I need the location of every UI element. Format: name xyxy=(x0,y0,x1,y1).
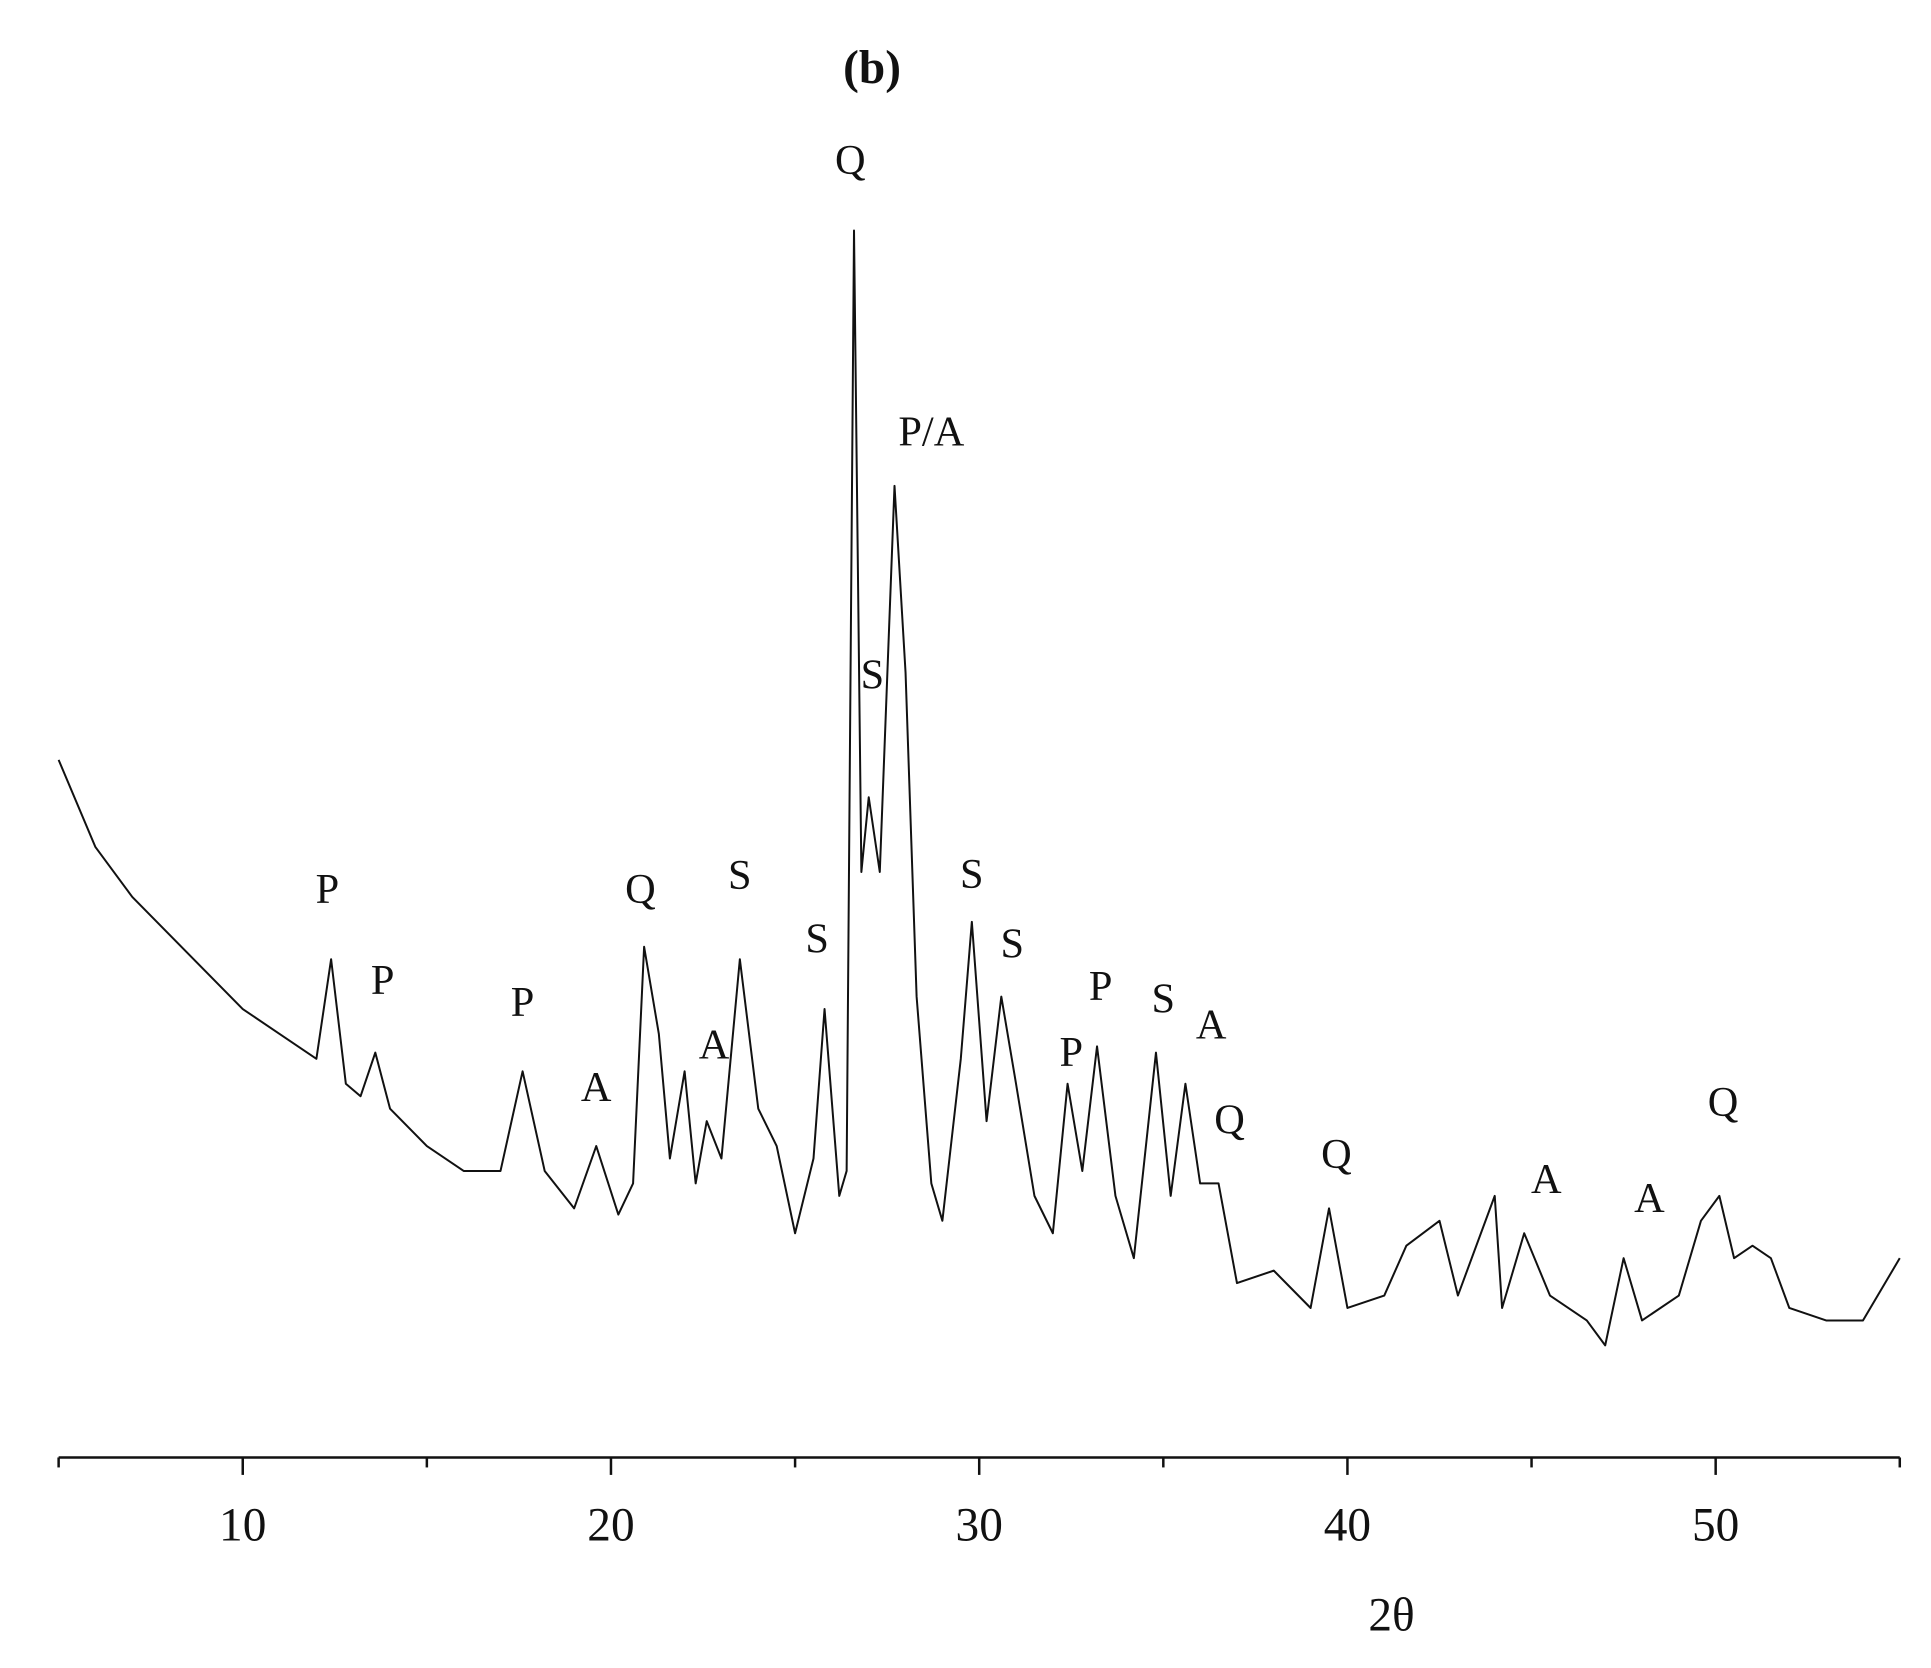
peak-label: Q xyxy=(625,866,656,913)
peak-label: S xyxy=(960,851,984,898)
peak-label: Q xyxy=(1708,1079,1739,1126)
x-tick-label: 20 xyxy=(587,1500,634,1552)
peak-label: A xyxy=(699,1022,730,1069)
peak-label: P xyxy=(511,979,535,1026)
peak-label: A xyxy=(1531,1156,1562,1203)
peak-label: S xyxy=(1001,921,1025,968)
x-tick-label: 40 xyxy=(1324,1500,1371,1552)
peak-label: P xyxy=(316,866,340,913)
x-axis-label: 2θ xyxy=(1368,1589,1414,1641)
x-tick-label: 10 xyxy=(219,1500,266,1552)
peak-label: Q xyxy=(835,137,866,184)
peak-label: S xyxy=(861,652,885,699)
x-tick-label: 30 xyxy=(956,1500,1003,1552)
peak-label: S xyxy=(728,852,752,899)
chart-title: (b) xyxy=(843,42,901,94)
peak-label: S xyxy=(805,916,829,963)
peak-label: P xyxy=(1089,963,1113,1010)
peak-label: Q xyxy=(1214,1096,1245,1143)
peak-label: P xyxy=(1059,1029,1083,1076)
peak-label: P/A xyxy=(898,409,964,456)
xrd-trace xyxy=(57,229,1901,1347)
peak-label: A xyxy=(1634,1175,1665,1222)
peak-label: Q xyxy=(1321,1131,1352,1178)
peak-label: A xyxy=(581,1064,612,1111)
x-tick-label: 50 xyxy=(1692,1500,1739,1552)
peak-label: A xyxy=(1196,1002,1227,1049)
peak-label: P xyxy=(371,957,395,1004)
peak-label: S xyxy=(1152,976,1176,1023)
